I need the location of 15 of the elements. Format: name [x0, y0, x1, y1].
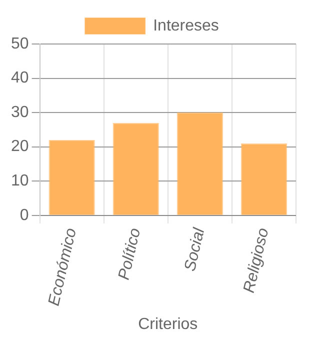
bar	[240, 143, 288, 215]
y-tick-label: 20	[11, 138, 29, 156]
x-tick-label: Religioso	[240, 226, 272, 294]
y-tick-label: 30	[11, 104, 29, 121]
bar	[48, 140, 95, 215]
y-tick-label: 40	[11, 70, 29, 87]
y-tick-label: 10	[11, 172, 29, 190]
x-tick-label: Social	[182, 226, 208, 273]
bar	[112, 122, 159, 215]
x-tick-label: Político	[116, 226, 144, 282]
legend-label: Intereses	[153, 17, 219, 34]
y-tick-label: 0	[20, 206, 29, 224]
x-axis-title: Criterios	[138, 316, 198, 333]
bar	[176, 112, 223, 215]
y-tick-label: 50	[11, 35, 29, 52]
